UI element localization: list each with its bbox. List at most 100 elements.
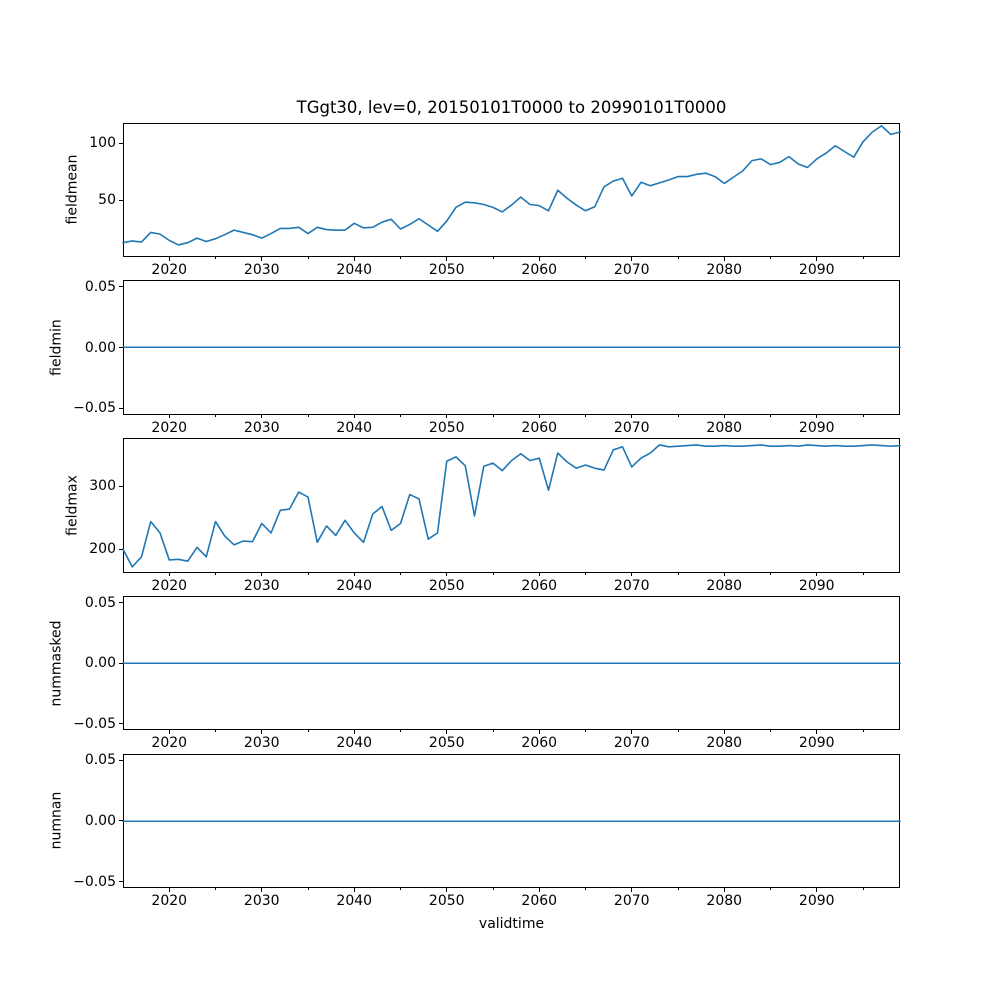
- y-tick: [119, 142, 123, 144]
- y-tick: [119, 347, 123, 349]
- data-line-numnan: [122, 820, 901, 822]
- x-minor-tick: [307, 414, 309, 417]
- x-tick-label: 2040: [336, 577, 373, 594]
- y-tick-label: 300: [89, 478, 116, 495]
- x-tick-label: 2090: [798, 735, 835, 752]
- x-minor-tick: [862, 414, 864, 417]
- x-major-tick: [816, 257, 818, 261]
- x-tick-label: 2070: [613, 893, 650, 910]
- x-tick-label: 2040: [336, 893, 373, 910]
- y-tick-label: −0.05: [73, 873, 116, 890]
- x-minor-tick: [677, 888, 679, 891]
- x-major-tick: [168, 572, 170, 577]
- x-major-tick: [446, 730, 448, 734]
- y-tick: [119, 548, 123, 550]
- y-tick: [119, 199, 123, 201]
- x-minor-tick: [862, 257, 864, 259]
- x-major-tick: [631, 414, 633, 419]
- x-tick-label: 2030: [243, 262, 280, 278]
- x-minor-tick: [215, 888, 216, 891]
- x-major-tick: [353, 888, 355, 892]
- x-minor-tick: [585, 888, 586, 891]
- x-minor-tick: [492, 730, 494, 733]
- y-tick: [119, 407, 123, 409]
- x-major-tick: [723, 888, 725, 892]
- x-tick-label: 2050: [428, 419, 465, 436]
- data-line-nummasked: [122, 662, 901, 664]
- x-major-tick: [168, 730, 170, 734]
- x-tick-label: 2030: [243, 735, 280, 752]
- x-tick-label: 2080: [706, 893, 743, 910]
- x-tick-label: 2080: [706, 419, 743, 436]
- x-tick-label: 2050: [428, 735, 465, 752]
- y-tick-label: 0.05: [84, 278, 116, 295]
- x-axis-label: validtime: [478, 916, 545, 932]
- x-tick-label: 2080: [706, 735, 743, 752]
- y-tick: [119, 286, 123, 288]
- x-tick-label: 2030: [243, 577, 280, 594]
- x-minor-tick: [677, 572, 679, 575]
- x-tick-label: 2060: [521, 262, 558, 278]
- y-axis-label-nummasked: nummasked: [48, 620, 65, 707]
- x-tick-label: 2030: [243, 419, 280, 436]
- x-tick-label: 2020: [151, 419, 188, 436]
- y-axis-label-numnan: numnan: [48, 792, 65, 850]
- x-tick-label: 2030: [243, 893, 280, 910]
- x-major-tick: [168, 257, 170, 261]
- y-tick-label: 0.00: [84, 812, 116, 829]
- x-minor-tick: [862, 730, 864, 733]
- x-major-tick: [261, 730, 263, 734]
- x-major-tick: [631, 572, 633, 577]
- x-minor-tick: [770, 572, 771, 575]
- y-axis-label-fieldmin: fieldmin: [48, 319, 65, 376]
- x-minor-tick: [215, 730, 216, 733]
- x-minor-tick: [215, 257, 216, 259]
- y-tick-label: 50: [98, 192, 116, 208]
- x-minor-tick: [307, 888, 309, 891]
- x-major-tick: [353, 257, 355, 261]
- x-major-tick: [723, 257, 725, 261]
- y-tick: [119, 759, 123, 761]
- x-major-tick: [446, 572, 448, 577]
- x-tick-label: 2090: [798, 577, 835, 594]
- x-minor-tick: [770, 257, 771, 259]
- x-minor-tick: [307, 257, 309, 259]
- y-tick: [119, 662, 123, 664]
- x-minor-tick: [585, 257, 586, 259]
- y-axis-label-fieldmax: fieldmax: [64, 474, 81, 536]
- x-major-tick: [353, 730, 355, 734]
- data-line-fieldmean: [122, 124, 901, 246]
- y-tick-label: −0.05: [73, 715, 116, 732]
- x-minor-tick: [400, 888, 401, 891]
- x-major-tick: [261, 888, 263, 892]
- y-tick-label: 0.05: [84, 594, 116, 611]
- x-major-tick: [723, 414, 725, 419]
- x-tick-label: 2020: [151, 262, 188, 278]
- x-minor-tick: [677, 414, 679, 417]
- figure-title: TGgt30, lev=0, 20150101T0000 to 20990101…: [296, 98, 727, 117]
- x-major-tick: [538, 572, 540, 577]
- x-major-tick: [538, 414, 540, 419]
- x-major-tick: [261, 572, 263, 577]
- x-major-tick: [261, 257, 263, 261]
- x-tick-label: 2090: [798, 893, 835, 910]
- x-major-tick: [538, 888, 540, 892]
- y-tick-label: 0.05: [84, 752, 116, 769]
- y-tick: [119, 602, 123, 604]
- x-major-tick: [538, 257, 540, 261]
- x-minor-tick: [307, 730, 309, 733]
- y-tick: [119, 485, 123, 487]
- y-tick-label: 0.00: [84, 655, 116, 672]
- y-axis-label-fieldmean: fieldmean: [64, 154, 81, 225]
- x-tick-label: 2080: [706, 577, 743, 594]
- x-major-tick: [446, 414, 448, 419]
- x-tick-label: 2060: [521, 735, 558, 752]
- x-tick-label: 2040: [336, 262, 373, 278]
- x-tick-label: 2040: [336, 735, 373, 752]
- x-major-tick: [816, 730, 818, 734]
- x-tick-label: 2070: [613, 577, 650, 594]
- x-tick-label: 2080: [706, 262, 743, 278]
- x-tick-label: 2070: [613, 419, 650, 436]
- x-major-tick: [631, 888, 633, 892]
